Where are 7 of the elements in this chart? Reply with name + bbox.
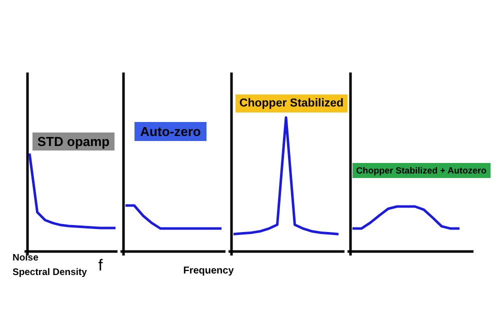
chart-title: Chopper Stabilized + Autozero: [356, 166, 488, 176]
x-axis-title: Frequency: [183, 266, 234, 276]
chart-title: Auto-zero: [140, 124, 201, 139]
chart-title: STD opamp: [37, 134, 110, 149]
chart-title: Chopper Stabilized: [239, 98, 344, 110]
y-axis-title: Noise Spectral Density: [12, 252, 88, 278]
x-axis-title: f: [98, 258, 104, 274]
